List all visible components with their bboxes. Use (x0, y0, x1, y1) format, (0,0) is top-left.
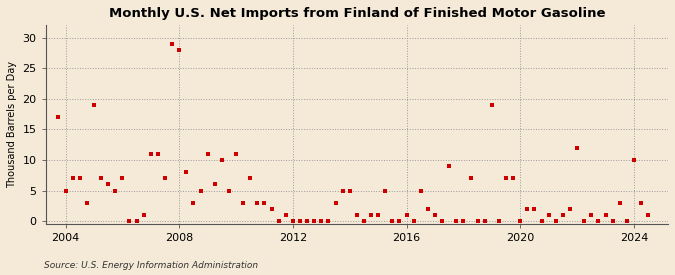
Point (252, 201, 263, 205)
Point (88, 103, 99, 107)
Point (429, 213, 440, 217)
Point (401, 213, 412, 217)
Point (167, 42, 178, 46)
Point (223, 188, 234, 193)
Point (600, 213, 611, 217)
Point (209, 182, 220, 187)
Point (501, 176, 512, 181)
Y-axis label: Thousand Barrels per Day: Thousand Barrels per Day (7, 61, 17, 188)
Point (572, 145, 583, 150)
Point (174, 48, 185, 52)
Point (636, 201, 647, 205)
Point (479, 219, 490, 223)
Point (60, 188, 71, 193)
Point (465, 176, 476, 181)
Point (131, 219, 142, 223)
Point (309, 219, 320, 223)
Point (352, 213, 362, 217)
Point (564, 207, 575, 211)
Point (316, 219, 327, 223)
Point (493, 219, 504, 223)
Point (138, 213, 149, 217)
Point (344, 188, 355, 193)
Point (259, 201, 270, 205)
Point (437, 219, 448, 223)
Point (145, 152, 156, 156)
Point (380, 188, 391, 193)
Point (266, 207, 277, 211)
Point (96, 176, 107, 181)
Point (159, 176, 170, 181)
Point (366, 213, 377, 217)
Point (188, 201, 199, 205)
Point (550, 219, 561, 223)
Point (458, 219, 469, 223)
Point (231, 152, 242, 156)
Point (451, 219, 462, 223)
Point (103, 182, 113, 187)
Point (643, 213, 653, 217)
Point (543, 213, 554, 217)
Point (294, 219, 305, 223)
Point (472, 219, 483, 223)
Text: Source: U.S. Energy Information Administration: Source: U.S. Energy Information Administ… (44, 260, 258, 270)
Point (586, 213, 597, 217)
Point (202, 152, 213, 156)
Point (558, 213, 568, 217)
Point (373, 213, 383, 217)
Point (423, 207, 433, 211)
Point (245, 176, 256, 181)
Point (408, 219, 419, 223)
Point (153, 152, 163, 156)
Point (529, 207, 540, 211)
Point (302, 219, 313, 223)
Point (394, 219, 405, 223)
Point (117, 176, 128, 181)
Point (358, 219, 369, 223)
Point (280, 213, 291, 217)
Point (217, 158, 227, 162)
Point (338, 188, 348, 193)
Title: Monthly U.S. Net Imports from Finland of Finished Motor Gasoline: Monthly U.S. Net Imports from Finland of… (109, 7, 605, 20)
Point (536, 219, 547, 223)
Point (181, 170, 192, 174)
Point (387, 219, 398, 223)
Point (487, 103, 497, 107)
Point (68, 176, 78, 181)
Point (628, 158, 639, 162)
Point (288, 219, 298, 223)
Point (515, 219, 526, 223)
Point (82, 201, 92, 205)
Point (273, 219, 284, 223)
Point (110, 188, 121, 193)
Point (330, 201, 341, 205)
Point (608, 219, 618, 223)
Point (53, 115, 64, 119)
Point (522, 207, 533, 211)
Point (622, 219, 632, 223)
Point (614, 201, 625, 205)
Point (579, 219, 590, 223)
Point (238, 201, 248, 205)
Point (593, 219, 604, 223)
Point (124, 219, 135, 223)
Point (74, 176, 85, 181)
Point (444, 164, 455, 168)
Point (415, 188, 426, 193)
Point (323, 219, 334, 223)
Point (195, 188, 206, 193)
Point (508, 176, 518, 181)
